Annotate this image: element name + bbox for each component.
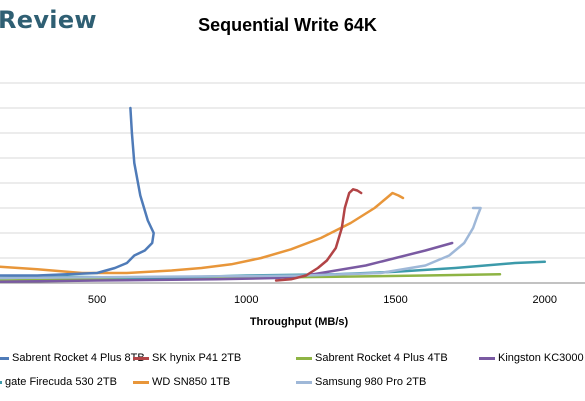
legend-label: gate Firecuda 530 2TB bbox=[5, 376, 117, 388]
series-line bbox=[274, 188, 363, 282]
legend-swatch bbox=[479, 356, 495, 360]
legend-swatch bbox=[0, 380, 2, 384]
legend-swatch bbox=[296, 380, 312, 384]
gridlines bbox=[0, 82, 585, 259]
series-lines bbox=[0, 106, 547, 284]
legend-item: Kingston KC3000 bbox=[479, 351, 584, 365]
legend-label: Sabrent Rocket 4 Plus 4TB bbox=[315, 352, 448, 364]
legend-item: Sabrent Rocket 4 Plus 8TB bbox=[0, 351, 145, 365]
brand-logo-text: Review bbox=[0, 6, 97, 34]
x-axis-label: Throughput (MB/s) bbox=[249, 316, 349, 328]
x-axis-ticks: 500 1000 1500 2000 bbox=[88, 294, 557, 306]
legend-label: Samsung 980 Pro 2TB bbox=[315, 376, 427, 388]
legend-item: Sabrent Rocket 4 Plus 4TB bbox=[296, 351, 448, 365]
series-line bbox=[0, 206, 482, 280]
x-tick-label: 1000 bbox=[234, 294, 258, 306]
legend-item: SK hynix P41 2TB bbox=[133, 351, 241, 365]
x-tick-label: 1500 bbox=[383, 294, 407, 306]
legend-label: Sabrent Rocket 4 Plus 8TB bbox=[12, 352, 145, 364]
legend-swatch bbox=[296, 356, 312, 360]
legend-item: Samsung 980 Pro 2TB bbox=[296, 375, 426, 389]
legend-item: gate Firecuda 530 2TB bbox=[0, 375, 117, 389]
x-tick-label: 2000 bbox=[533, 294, 557, 306]
series-line bbox=[0, 191, 405, 275]
series-line bbox=[0, 106, 155, 277]
legend-label: Kingston KC3000 bbox=[498, 352, 584, 364]
legend-label: SK hynix P41 2TB bbox=[152, 352, 242, 364]
x-tick-label: 500 bbox=[88, 294, 106, 306]
legend-item: WD SN850 1TB bbox=[133, 375, 230, 389]
legend-label: WD SN850 1TB bbox=[152, 376, 231, 388]
series-line bbox=[0, 241, 454, 284]
chart-title: Sequential Write 64K bbox=[198, 15, 377, 35]
legend-swatch bbox=[0, 356, 9, 360]
legend-swatch bbox=[133, 356, 149, 360]
legend-swatch bbox=[133, 380, 149, 384]
